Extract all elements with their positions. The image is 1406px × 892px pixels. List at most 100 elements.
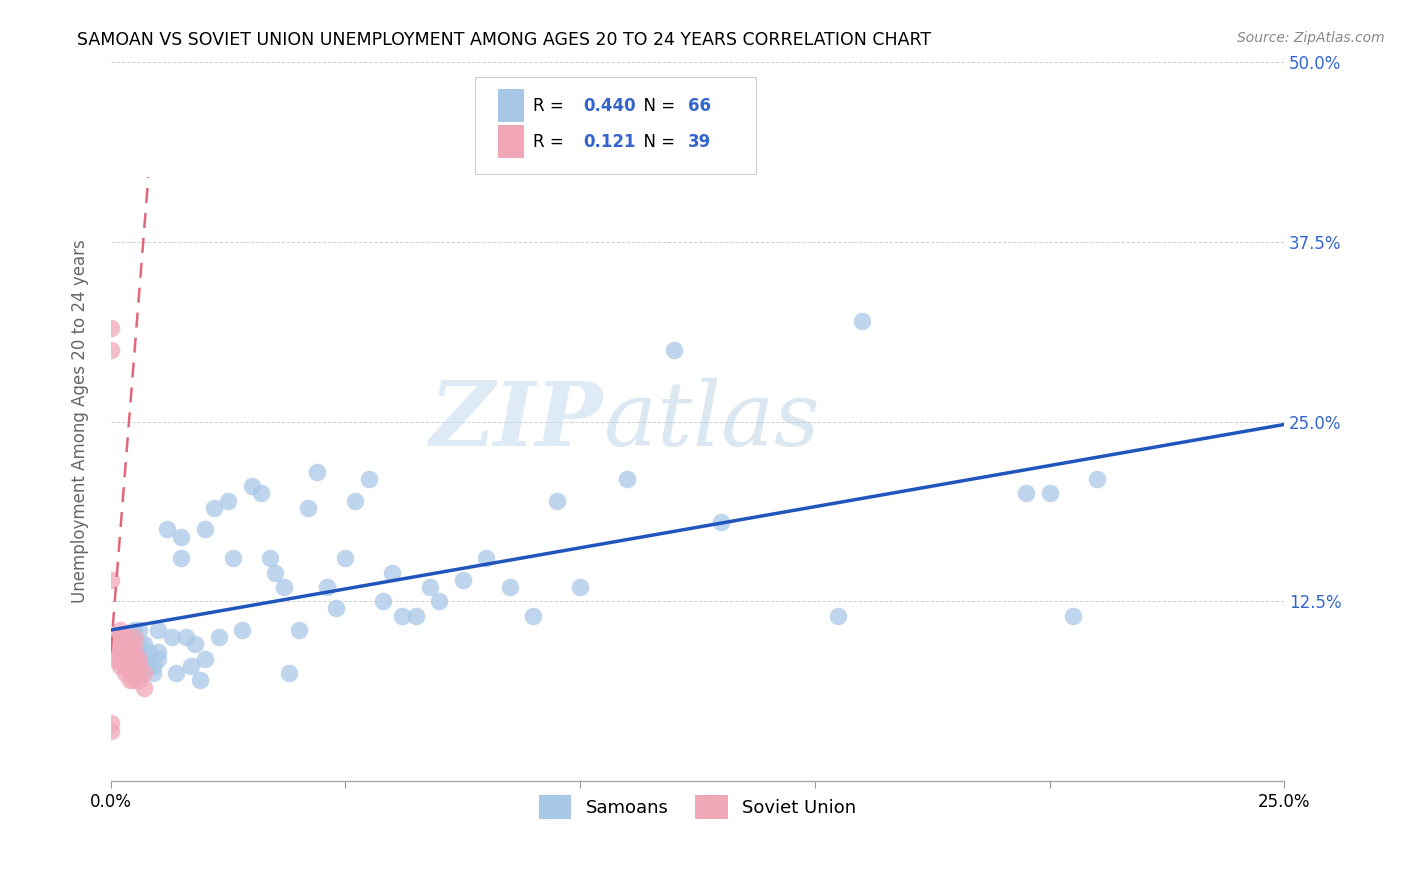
- Point: [118, 644, 141, 658]
- Point: [122, 652, 145, 666]
- Text: ZIP: ZIP: [430, 378, 603, 465]
- Point: [142, 666, 165, 681]
- Point: [108, 630, 131, 644]
- Point: [128, 652, 150, 666]
- Point: [343, 493, 366, 508]
- Point: [419, 580, 441, 594]
- Point: [278, 666, 301, 681]
- Point: [1015, 486, 1038, 500]
- Point: [100, 573, 122, 587]
- Point: [118, 659, 141, 673]
- Point: [451, 573, 474, 587]
- Point: [146, 623, 169, 637]
- Point: [335, 551, 357, 566]
- Point: [240, 479, 263, 493]
- Point: [100, 723, 122, 738]
- Point: [100, 321, 122, 335]
- Point: [273, 580, 295, 594]
- Point: [499, 580, 522, 594]
- Point: [264, 566, 287, 580]
- Point: [118, 652, 141, 666]
- Point: [142, 659, 165, 673]
- FancyBboxPatch shape: [498, 89, 524, 122]
- Point: [122, 637, 145, 651]
- Text: N =: N =: [633, 133, 681, 151]
- Point: [710, 515, 733, 529]
- Point: [108, 637, 131, 651]
- Point: [146, 644, 169, 658]
- Point: [128, 623, 150, 637]
- Point: [118, 673, 141, 688]
- Text: 39: 39: [688, 133, 711, 151]
- Point: [662, 343, 685, 357]
- Point: [122, 623, 145, 637]
- Point: [104, 637, 127, 651]
- Point: [217, 493, 239, 508]
- Point: [122, 644, 145, 658]
- Point: [222, 551, 245, 566]
- Point: [128, 659, 150, 673]
- Point: [118, 666, 141, 681]
- Point: [170, 530, 193, 544]
- Point: [184, 637, 207, 651]
- FancyBboxPatch shape: [475, 77, 756, 174]
- Text: 66: 66: [688, 97, 711, 115]
- Point: [160, 630, 183, 644]
- Point: [427, 594, 450, 608]
- Point: [104, 652, 127, 666]
- Point: [114, 637, 136, 651]
- Point: [180, 659, 202, 673]
- Point: [114, 652, 136, 666]
- Point: [122, 644, 145, 658]
- Point: [174, 630, 197, 644]
- Point: [522, 608, 544, 623]
- Point: [546, 493, 568, 508]
- Point: [315, 580, 337, 594]
- Legend: Samoans, Soviet Union: Samoans, Soviet Union: [531, 789, 863, 826]
- Point: [259, 551, 281, 566]
- Point: [132, 652, 155, 666]
- Point: [188, 673, 211, 688]
- Point: [104, 630, 127, 644]
- Point: [132, 681, 155, 695]
- Point: [104, 644, 127, 658]
- Text: R =: R =: [533, 133, 569, 151]
- Text: SAMOAN VS SOVIET UNION UNEMPLOYMENT AMONG AGES 20 TO 24 YEARS CORRELATION CHART: SAMOAN VS SOVIET UNION UNEMPLOYMENT AMON…: [77, 31, 931, 49]
- Point: [325, 601, 347, 615]
- Point: [827, 608, 849, 623]
- Text: R =: R =: [533, 97, 569, 115]
- Text: 0.121: 0.121: [583, 133, 636, 151]
- Point: [194, 522, 217, 536]
- Point: [122, 673, 145, 688]
- Point: [128, 666, 150, 681]
- Text: atlas: atlas: [603, 378, 820, 465]
- Point: [405, 608, 427, 623]
- Point: [114, 666, 136, 681]
- Point: [114, 630, 136, 644]
- Y-axis label: Unemployment Among Ages 20 to 24 years: Unemployment Among Ages 20 to 24 years: [72, 240, 89, 604]
- Point: [136, 659, 159, 673]
- Point: [136, 644, 159, 658]
- Point: [250, 486, 273, 500]
- Point: [118, 652, 141, 666]
- Point: [381, 566, 404, 580]
- Point: [287, 623, 309, 637]
- Point: [208, 630, 231, 644]
- Point: [128, 673, 150, 688]
- FancyBboxPatch shape: [498, 126, 524, 158]
- Point: [104, 637, 127, 651]
- Point: [170, 551, 193, 566]
- Point: [194, 652, 217, 666]
- Point: [132, 666, 155, 681]
- Text: N =: N =: [633, 97, 681, 115]
- Point: [108, 623, 131, 637]
- Point: [122, 666, 145, 681]
- Point: [114, 659, 136, 673]
- Point: [391, 608, 413, 623]
- Point: [108, 659, 131, 673]
- Point: [1062, 608, 1084, 623]
- Text: Source: ZipAtlas.com: Source: ZipAtlas.com: [1237, 31, 1385, 45]
- Point: [297, 500, 319, 515]
- Point: [1085, 472, 1108, 486]
- Point: [851, 314, 873, 328]
